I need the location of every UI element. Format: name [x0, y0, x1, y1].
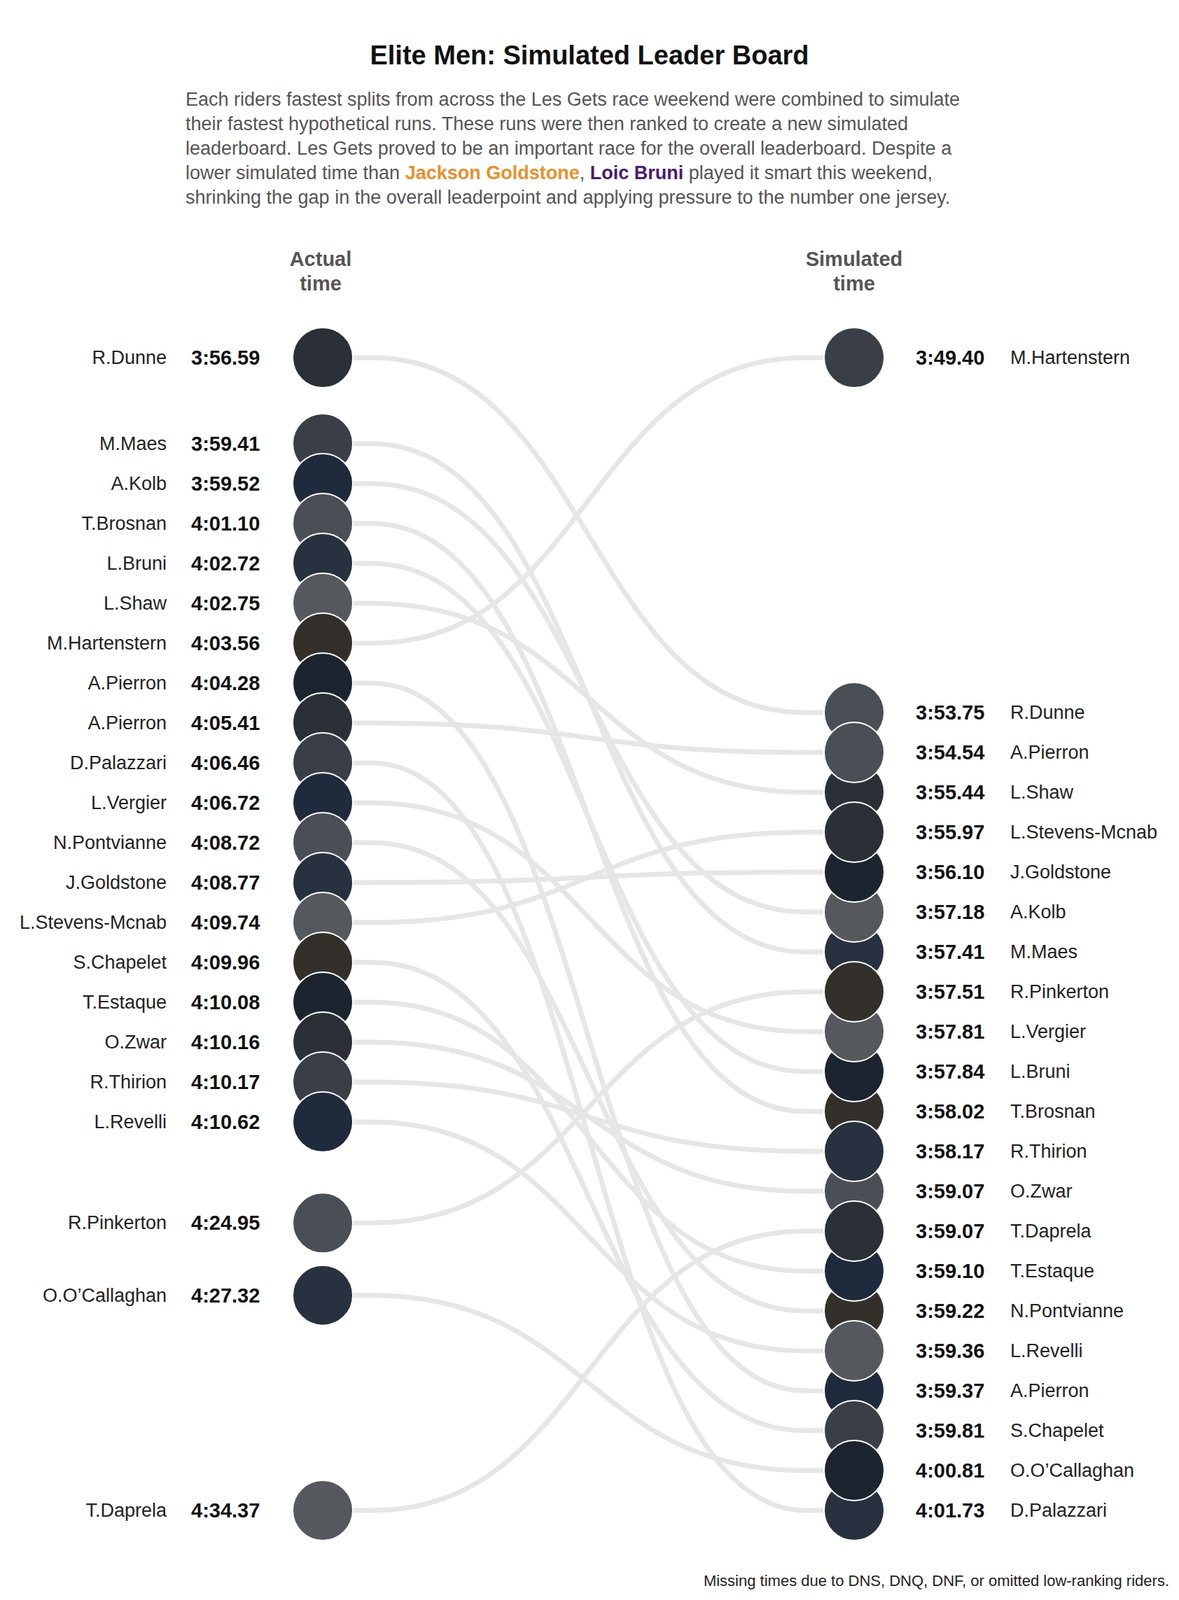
svg-text:4:09.74: 4:09.74: [191, 911, 260, 934]
svg-text:T.Daprela: T.Daprela: [1010, 1221, 1093, 1243]
svg-text:3:59.22: 3:59.22: [915, 1300, 985, 1323]
svg-text:A.Kolb: A.Kolb: [110, 473, 167, 495]
svg-text:3:55.97: 3:55.97: [915, 821, 985, 844]
svg-text:M.Maes: M.Maes: [1010, 941, 1078, 963]
svg-text:4:04.28: 4:04.28: [191, 672, 260, 695]
svg-text:4:27.32: 4:27.32: [191, 1284, 260, 1308]
svg-text:4:34.37: 4:34.37: [191, 1499, 260, 1523]
svg-text:N.Pontvianne: N.Pontvianne: [1010, 1300, 1124, 1322]
svg-text:3:56.10: 3:56.10: [915, 861, 985, 884]
svg-text:4:03.56: 4:03.56: [191, 632, 260, 655]
svg-text:A.Pierron: A.Pierron: [87, 672, 167, 694]
svg-text:D.Palazzari: D.Palazzari: [70, 752, 167, 774]
svg-text:3:49.40: 3:49.40: [915, 346, 985, 369]
svg-text:3:59.37: 3:59.37: [915, 1379, 985, 1403]
svg-text:4:10.08: 4:10.08: [191, 991, 260, 1014]
svg-text:3:57.84: 3:57.84: [915, 1060, 985, 1084]
svg-text:J.Goldstone: J.Goldstone: [1010, 861, 1112, 883]
svg-text:4:01.10: 4:01.10: [191, 512, 260, 535]
svg-text:L.Stevens-Mcnab: L.Stevens-Mcnab: [19, 912, 167, 934]
svg-text:4:10.16: 4:10.16: [191, 1031, 260, 1054]
svg-text:4:06.46: 4:06.46: [191, 751, 260, 775]
svg-text:O.O’Callaghan: O.O’Callaghan: [1010, 1460, 1135, 1482]
svg-text:3:57.41: 3:57.41: [915, 940, 985, 964]
svg-text:3:59.07: 3:59.07: [915, 1220, 985, 1243]
svg-text:4:05.41: 4:05.41: [191, 712, 260, 735]
svg-text:M.Hartenstern: M.Hartenstern: [1010, 347, 1130, 369]
svg-text:3:55.44: 3:55.44: [915, 781, 985, 804]
svg-text:4:10.17: 4:10.17: [191, 1071, 260, 1094]
svg-text:4:01.73: 4:01.73: [915, 1499, 985, 1523]
html-text:Elite Men: Simulated Leader Bo: Elite Men: Simulated Leader Board: [369, 40, 810, 71]
svg-text:3:53.75: 3:53.75: [915, 701, 985, 724]
svg-text:Actualtime: Actualtime: [289, 247, 353, 295]
svg-text:3:59.41: 3:59.41: [191, 432, 260, 456]
html-text:Each riders fastest splits fro: Each riders fastest splits from across t…: [185, 88, 960, 208]
svg-text:3:54.54: 3:54.54: [915, 741, 985, 764]
svg-text:R.Pinkerton: R.Pinkerton: [1010, 981, 1109, 1003]
svg-text:R.Thirion: R.Thirion: [1010, 1141, 1088, 1163]
svg-text:S.Chapelet: S.Chapelet: [1010, 1420, 1105, 1442]
svg-text:4:06.72: 4:06.72: [191, 791, 260, 815]
svg-text:4:08.72: 4:08.72: [191, 831, 260, 855]
svg-text:L.Bruni: L.Bruni: [1010, 1061, 1071, 1083]
svg-text:S.Chapelet: S.Chapelet: [72, 952, 167, 974]
svg-text:R.Pinkerton: R.Pinkerton: [67, 1212, 167, 1234]
svg-text:4:00.81: 4:00.81: [915, 1459, 985, 1483]
svg-text:L.Shaw: L.Shaw: [1010, 782, 1074, 804]
svg-text:3:58.17: 3:58.17: [915, 1140, 985, 1163]
svg-text:M.Hartenstern: M.Hartenstern: [46, 632, 167, 654]
svg-text:M.Maes: M.Maes: [99, 433, 167, 455]
svg-text:T.Brosnan: T.Brosnan: [81, 513, 167, 535]
svg-text:3:59.36: 3:59.36: [915, 1340, 985, 1363]
svg-text:O.O’Callaghan: O.O’Callaghan: [42, 1285, 167, 1307]
svg-text:O.Zwar: O.Zwar: [104, 1031, 167, 1053]
svg-text:3:57.18: 3:57.18: [915, 901, 985, 924]
svg-text:4:08.77: 4:08.77: [191, 871, 260, 895]
svg-text:Simulatedtime: Simulatedtime: [805, 247, 904, 295]
svg-text:A.Pierron: A.Pierron: [1010, 1380, 1090, 1402]
svg-text:A.Kolb: A.Kolb: [1010, 901, 1067, 923]
svg-text:R.Dunne: R.Dunne: [91, 347, 167, 369]
svg-text:3:59.52: 3:59.52: [191, 472, 260, 495]
svg-text:3:58.02: 3:58.02: [915, 1100, 985, 1123]
svg-text:4:09.96: 4:09.96: [191, 951, 260, 974]
svg-text:L.Stevens-Mcnab: L.Stevens-Mcnab: [1010, 821, 1158, 843]
svg-text:T.Estaque: T.Estaque: [1010, 1260, 1095, 1282]
svg-text:L.Revelli: L.Revelli: [1010, 1340, 1084, 1362]
svg-text:L.Vergier: L.Vergier: [1010, 1021, 1086, 1043]
svg-text:J.Goldstone: J.Goldstone: [65, 872, 167, 894]
svg-text:R.Dunne: R.Dunne: [1010, 702, 1086, 724]
svg-text:4:24.95: 4:24.95: [191, 1211, 260, 1235]
svg-text:R.Thirion: R.Thirion: [89, 1071, 167, 1093]
svg-text:L.Shaw: L.Shaw: [103, 593, 168, 615]
svg-text:3:57.51: 3:57.51: [915, 980, 985, 1004]
svg-text:A.Pierron: A.Pierron: [87, 712, 167, 734]
svg-text:N.Pontvianne: N.Pontvianne: [53, 832, 167, 854]
svg-text:T.Brosnan: T.Brosnan: [1010, 1101, 1096, 1123]
svg-text:3:59.07: 3:59.07: [915, 1180, 985, 1203]
svg-text:3:56.59: 3:56.59: [191, 346, 260, 369]
svg-text:Missing times due to DNS, DNQ,: Missing times due to DNS, DNQ, DNF, or o…: [703, 1572, 1170, 1590]
svg-text:3:59.81: 3:59.81: [915, 1419, 985, 1443]
svg-text:4:10.62: 4:10.62: [191, 1111, 260, 1134]
svg-text:O.Zwar: O.Zwar: [1010, 1181, 1073, 1203]
svg-text:L.Revelli: L.Revelli: [93, 1111, 167, 1133]
svg-text:4:02.72: 4:02.72: [191, 552, 260, 575]
svg-text:3:57.81: 3:57.81: [915, 1020, 985, 1044]
svg-text:L.Bruni: L.Bruni: [106, 553, 167, 575]
svg-text:4:02.75: 4:02.75: [191, 592, 260, 615]
svg-text:D.Palazzari: D.Palazzari: [1010, 1500, 1107, 1522]
svg-text:L.Vergier: L.Vergier: [91, 792, 167, 814]
svg-text:3:59.10: 3:59.10: [915, 1260, 985, 1283]
svg-text:T.Daprela: T.Daprela: [85, 1500, 168, 1522]
svg-text:T.Estaque: T.Estaque: [82, 992, 167, 1014]
svg-text:A.Pierron: A.Pierron: [1010, 742, 1090, 764]
